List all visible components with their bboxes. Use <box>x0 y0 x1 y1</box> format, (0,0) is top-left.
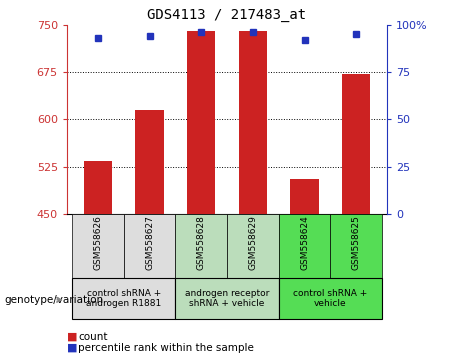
Text: GSM558626: GSM558626 <box>93 215 102 270</box>
Bar <box>83 160 112 214</box>
Bar <box>279 278 382 319</box>
Bar <box>290 179 319 214</box>
Text: GSM558629: GSM558629 <box>248 215 257 270</box>
Text: ■: ■ <box>67 332 77 342</box>
Text: GSM558625: GSM558625 <box>352 215 361 270</box>
Bar <box>72 278 175 319</box>
Text: GSM558628: GSM558628 <box>197 215 206 270</box>
Bar <box>124 214 175 278</box>
Text: control shRNA +
vehicle: control shRNA + vehicle <box>293 289 367 308</box>
Bar <box>175 214 227 278</box>
Text: ■: ■ <box>67 343 77 353</box>
Text: genotype/variation: genotype/variation <box>5 295 104 305</box>
Bar <box>187 31 215 214</box>
Bar <box>331 214 382 278</box>
Text: control shRNA +
androgen R1881: control shRNA + androgen R1881 <box>86 289 161 308</box>
Title: GDS4113 / 217483_at: GDS4113 / 217483_at <box>148 8 307 22</box>
Bar <box>239 31 267 214</box>
Text: androgen receptor
shRNA + vehicle: androgen receptor shRNA + vehicle <box>185 289 269 308</box>
Text: count: count <box>78 332 108 342</box>
Text: GSM558627: GSM558627 <box>145 215 154 270</box>
Bar <box>227 214 279 278</box>
Bar <box>136 110 164 214</box>
Bar <box>175 278 279 319</box>
Text: GSM558624: GSM558624 <box>300 216 309 270</box>
Text: percentile rank within the sample: percentile rank within the sample <box>78 343 254 353</box>
Bar <box>342 74 371 214</box>
Bar <box>72 214 124 278</box>
Bar <box>279 214 331 278</box>
